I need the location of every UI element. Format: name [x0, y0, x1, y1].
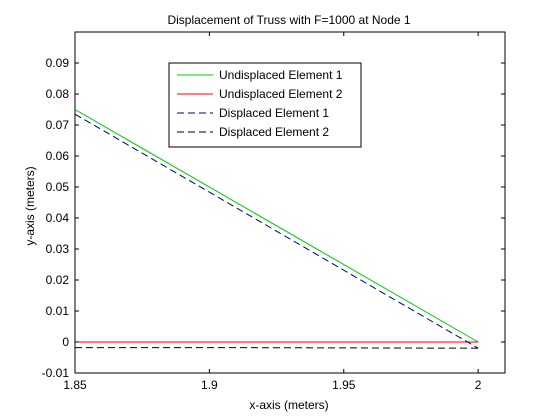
- legend: Undisplaced Element 1 Undisplaced Element…: [168, 62, 362, 148]
- x-tick-label: 1.9: [201, 378, 218, 392]
- y-tick-label: 0.08: [46, 87, 70, 101]
- y-tick-label: 0.09: [46, 56, 70, 70]
- y-tick-label: 0.05: [46, 180, 70, 194]
- y-tick-label: 0: [62, 335, 69, 349]
- series-line-4: [75, 347, 479, 349]
- x-axis-label: x-axis (meters): [249, 398, 328, 412]
- y-tick-label: 0.01: [46, 304, 70, 318]
- y-axis-label: y-axis (meters): [23, 166, 37, 245]
- x-tick-label: 1.85: [63, 378, 87, 392]
- y-tick-label: 0.03: [46, 242, 70, 256]
- axes-box: [74, 31, 506, 374]
- series-line-1: [74, 109, 479, 343]
- x-tick-label: 2: [475, 378, 482, 392]
- plot-area: 1.85 1.9 1.95 2 -0.01 0 0.01 0.02 0.03 0.04 0.05 0.…: [42, 31, 506, 392]
- y-tick-label: -0.01: [42, 366, 70, 380]
- y-tick-label: 0.04: [46, 211, 70, 225]
- y-tick-label: 0.02: [46, 273, 70, 287]
- series-line-3: [74, 113, 479, 349]
- legend-label-2: Undisplaced Element 2: [219, 87, 343, 101]
- legend-box: [168, 62, 362, 148]
- y-tick-label: 0.06: [46, 149, 70, 163]
- legend-label-1: Undisplaced Element 1: [219, 68, 343, 82]
- y-tick-label: 0.07: [46, 118, 70, 132]
- chart-title: Displacement of Truss with F=1000 at Nod…: [167, 13, 410, 27]
- legend-label-4: Displaced Element 2: [219, 125, 329, 139]
- legend-label-3: Displaced Element 1: [219, 106, 329, 120]
- x-tick-label: 1.95: [332, 378, 356, 392]
